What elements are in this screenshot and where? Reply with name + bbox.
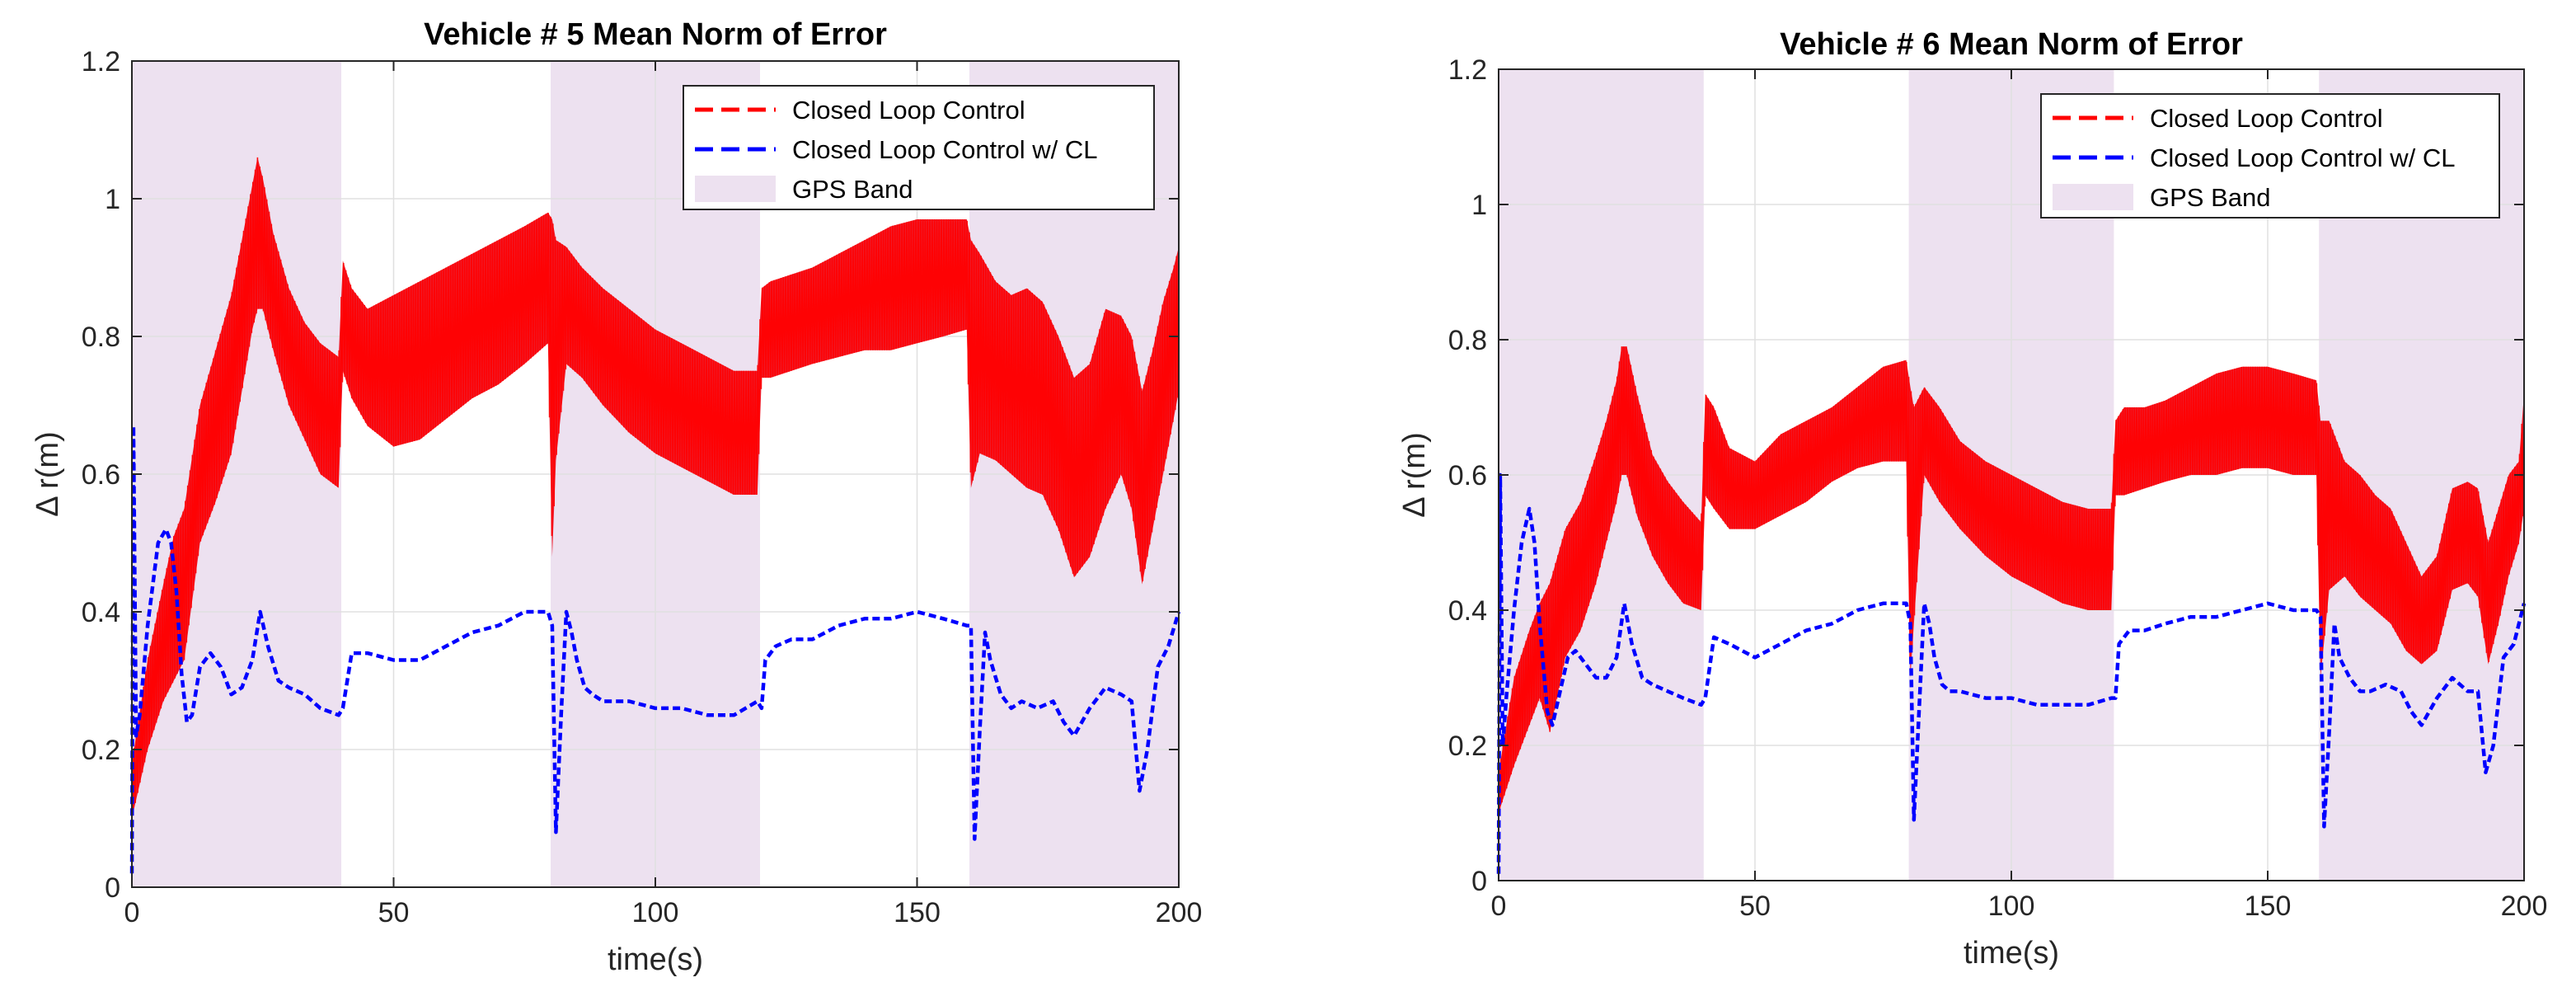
x-tick-label: 100 — [1988, 891, 2035, 922]
y-tick-label: 0.2 — [1448, 731, 1487, 762]
x-tick-label: 50 — [1739, 891, 1771, 922]
legend-label-gps-band: GPS Band — [2150, 183, 2270, 212]
x-tick-label: 50 — [378, 897, 410, 928]
closed-loop-series — [131, 157, 1180, 814]
chart-panel-vehicle-6: 0 50 100 150 200 0 0.2 0.4 0.6 0.8 1 1.2 Vehicle # 6… — [1397, 27, 2547, 970]
y-tick-label: 1 — [105, 184, 120, 215]
y-tick-label: 0.2 — [82, 735, 120, 766]
y-tick-label: 0 — [1471, 866, 1487, 897]
x-tick-label: 150 — [894, 897, 941, 928]
y-tick-label: 0.4 — [82, 597, 120, 628]
y-tick-label: 1.2 — [1448, 54, 1487, 86]
y-tick-label: 1.2 — [82, 46, 120, 78]
chart-panel-vehicle-5: 0 50 100 150 200 0 0.2 0.4 0.6 0.8 1 1.2 Vehicle # 5… — [30, 17, 1202, 977]
x-tick-label: 150 — [2245, 891, 2292, 922]
legend-swatch-gps-band — [695, 176, 776, 202]
legend: Closed Loop Control Closed Loop Control w… — [683, 85, 1155, 210]
y-tick-label: 0.6 — [1448, 460, 1487, 491]
y-tick-label: 0.8 — [82, 322, 120, 353]
legend: Closed Loop Control Closed Loop Control w… — [2040, 93, 2500, 219]
legend-label-closed-loop-cl: Closed Loop Control w/ CL — [2150, 143, 2455, 172]
x-tick-label: 0 — [124, 897, 140, 928]
chart-title: Vehicle # 6 Mean Norm of Error — [1780, 27, 2243, 62]
y-axis-label: Δ r(m) — [1397, 432, 1432, 517]
closed-loop-series — [1498, 346, 2525, 810]
x-axis-label: time(s) — [608, 942, 703, 977]
y-tick-label: 1 — [1471, 190, 1487, 221]
closed-loop-cl-series — [1496, 472, 2527, 874]
y-tick-label: 0.6 — [82, 459, 120, 491]
legend-label-gps-band: GPS Band — [792, 175, 913, 204]
x-tick-label: 200 — [2501, 891, 2548, 922]
legend-swatch-gps-band — [2053, 184, 2133, 210]
chart-title: Vehicle # 5 Mean Norm of Error — [424, 17, 887, 52]
x-tick-label: 0 — [1491, 891, 1507, 922]
legend-label-closed-loop: Closed Loop Control — [2150, 104, 2383, 133]
legend-label-closed-loop: Closed Loop Control — [792, 96, 1025, 125]
y-tick-label: 0 — [105, 872, 120, 904]
x-tick-label: 100 — [632, 897, 679, 928]
y-tick-label: 0.8 — [1448, 325, 1487, 356]
x-axis-label: time(s) — [1964, 936, 2059, 970]
legend-label-closed-loop-cl: Closed Loop Control w/ CL — [792, 135, 1097, 164]
y-axis-label: Δ r(m) — [30, 431, 65, 516]
y-tick-label: 0.4 — [1448, 595, 1487, 627]
x-tick-label: 200 — [1156, 897, 1203, 928]
